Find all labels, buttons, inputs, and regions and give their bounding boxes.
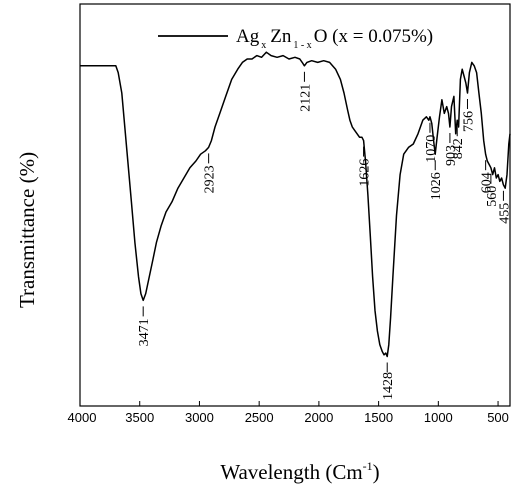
x-tick-label-500: 500 xyxy=(487,410,509,425)
x-axis-title: Wavelength (Cm-1) xyxy=(220,459,379,484)
peak-label-903: 903 xyxy=(444,145,459,166)
x-axis-tick-labels: 4000 3500 3000 2500 2000 1500 1000 500 xyxy=(68,410,509,425)
x-axis-title-main: Wavelength (Cm xyxy=(220,460,362,484)
peak-label-1070: 1070 xyxy=(424,135,439,163)
y-axis-title-group: Transmittance (%) xyxy=(15,152,39,308)
x-tick-label-3000: 3000 xyxy=(185,410,214,425)
plot-frame xyxy=(79,3,511,407)
peak-label-3471: 3471 xyxy=(137,318,152,346)
x-tick-label-1000: 1000 xyxy=(424,410,453,425)
x-tick-label-1500: 1500 xyxy=(364,410,393,425)
spectrum-line xyxy=(80,51,511,358)
peak-label-1026: 1026 xyxy=(429,172,444,200)
peak-label-2121: 2121 xyxy=(298,84,313,112)
peak-label-1626: 1626 xyxy=(358,159,373,187)
x-axis-title-superscript: -1 xyxy=(363,459,373,473)
y-axis-title: Transmittance (%) xyxy=(15,152,39,308)
x-axis-title-close: ) xyxy=(373,460,380,484)
peak-label-756: 756 xyxy=(461,111,476,132)
x-tick-label-3500: 3500 xyxy=(125,410,154,425)
peak-label-455: 455 xyxy=(497,203,512,224)
peak-markers: 3471292321211626142810701026903842756604… xyxy=(137,71,512,400)
x-axis-ticks xyxy=(79,401,499,406)
peak-label-560: 560 xyxy=(485,186,500,207)
peak-label-1428: 1428 xyxy=(381,372,396,400)
x-tick-label-2500: 2500 xyxy=(245,410,274,425)
x-tick-label-2000: 2000 xyxy=(304,410,333,425)
peak-label-842: 842 xyxy=(451,138,466,159)
peak-label-2923: 2923 xyxy=(203,165,218,193)
x-tick-label-4000: 4000 xyxy=(68,410,97,425)
